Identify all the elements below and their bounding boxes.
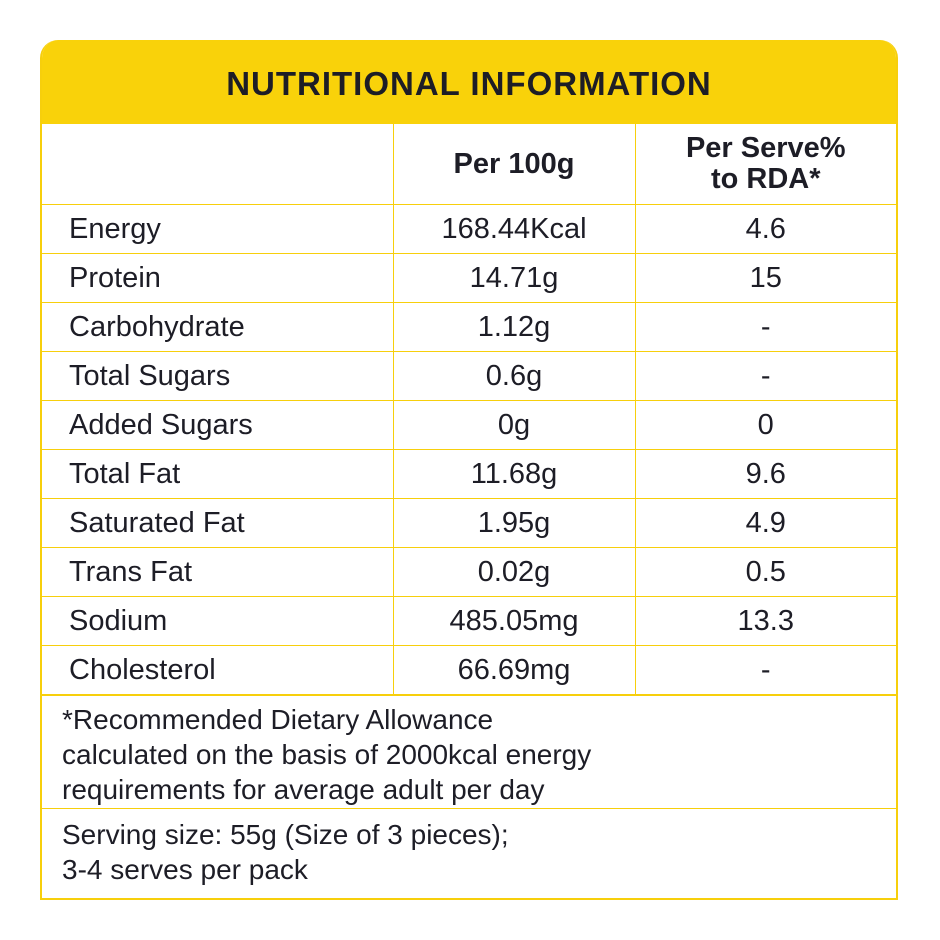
- nutrient-name: Saturated Fat: [42, 498, 394, 548]
- rda-value: 15: [634, 253, 896, 303]
- table-row: Cholesterol 66.69mg -: [42, 645, 896, 695]
- per-100g-value: 1.95g: [392, 498, 636, 548]
- table-row: Carbohydrate 1.12g -: [42, 302, 896, 352]
- per-100g-value: 0.6g: [392, 351, 636, 401]
- per-100g-value: 66.69mg: [392, 645, 636, 695]
- rda-value: 4.6: [634, 204, 896, 254]
- header-per-100g: Per 100g: [392, 124, 636, 205]
- per-100g-value: 0g: [392, 400, 636, 450]
- serving-line: 3-4 serves per pack: [62, 854, 308, 885]
- nutrition-panel: NUTRITIONAL INFORMATION Per 100g Per Ser…: [40, 40, 898, 900]
- table-row: Saturated Fat 1.95g 4.9: [42, 498, 896, 548]
- rda-value: -: [634, 302, 896, 352]
- per-100g-value: 11.68g: [392, 449, 636, 499]
- nutrient-name: Total Fat: [42, 449, 394, 499]
- nutrient-name: Protein: [42, 253, 394, 303]
- rda-value: 13.3: [634, 596, 896, 646]
- header-line: to RDA*: [710, 163, 821, 195]
- table-row: Protein 14.71g 15: [42, 253, 896, 303]
- nutrient-name: Added Sugars: [42, 400, 394, 450]
- nutrient-name: Carbohydrate: [42, 302, 394, 352]
- rda-value: 0.5: [634, 547, 896, 597]
- table-row: Trans Fat 0.02g 0.5: [42, 547, 896, 597]
- rda-value: 9.6: [634, 449, 896, 499]
- table-row: Sodium 485.05mg 13.3: [42, 596, 896, 646]
- per-100g-value: 168.44Kcal: [392, 204, 636, 254]
- rda-value: 4.9: [634, 498, 896, 548]
- rda-footnote: *Recommended Dietary Allowance calculate…: [42, 695, 896, 808]
- rda-value: -: [634, 645, 896, 695]
- footnote-line: requirements for average adult per day: [62, 774, 545, 805]
- table-row: Total Sugars 0.6g -: [42, 351, 896, 401]
- header-line: Per Serve%: [685, 132, 846, 164]
- nutrient-name: Cholesterol: [42, 645, 394, 695]
- table-row: Total Fat 11.68g 9.6: [42, 449, 896, 499]
- nutrient-name: Sodium: [42, 596, 394, 646]
- nutrient-name: Energy: [42, 204, 394, 254]
- panel-title: NUTRITIONAL INFORMATION: [42, 40, 896, 124]
- header-row: Per 100g Per Serve% to RDA*: [42, 124, 896, 205]
- nutrient-name: Total Sugars: [42, 351, 394, 401]
- header-nutrient: [42, 124, 394, 205]
- serving-line: Serving size: 55g (Size of 3 pieces);: [62, 819, 509, 850]
- footnote-line: calculated on the basis of 2000kcal ener…: [62, 739, 592, 770]
- per-100g-value: 14.71g: [392, 253, 636, 303]
- serving-info: Serving size: 55g (Size of 3 pieces); 3-…: [42, 808, 896, 895]
- per-100g-value: 0.02g: [392, 547, 636, 597]
- nutrient-name: Trans Fat: [42, 547, 394, 597]
- per-100g-value: 1.12g: [392, 302, 636, 352]
- rda-value: -: [634, 351, 896, 401]
- table-row: Added Sugars 0g 0: [42, 400, 896, 450]
- rda-value: 0: [634, 400, 896, 450]
- nutrition-table: Per 100g Per Serve% to RDA* Energy 168.44K…: [42, 124, 896, 695]
- header-per-serve-rda: Per Serve% to RDA*: [634, 124, 896, 205]
- per-100g-value: 485.05mg: [392, 596, 636, 646]
- footnote-line: *Recommended Dietary Allowance: [62, 704, 494, 735]
- table-row: Energy 168.44Kcal 4.6: [42, 204, 896, 254]
